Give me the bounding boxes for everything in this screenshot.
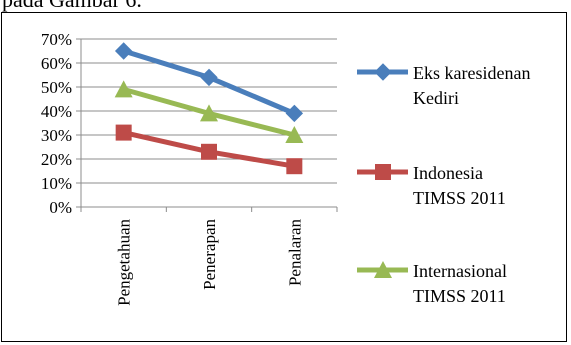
series-lines (114, 42, 304, 175)
data-point (114, 80, 133, 98)
y-tick-label: 40% (41, 102, 72, 121)
series-2 (115, 124, 303, 175)
axes (76, 38, 338, 212)
data-point (200, 104, 218, 122)
legend: Eks karesidenan Kediri Indonesia TIMSS 2011… (357, 63, 530, 306)
x-tick-label: Penalaran (285, 219, 304, 287)
legend-entry-2: Indonesia TIMSS 2011 (357, 163, 506, 208)
legend-label: TIMSS 2011 (413, 188, 506, 208)
legend-label: Eks karesidenan (413, 63, 530, 83)
y-tick-label: 20% (41, 150, 72, 169)
data-point (200, 68, 218, 87)
y-axis-tick-labels: 0% 10% 20% 30% 40% 50% 60% 70% (41, 30, 72, 217)
y-tick-label: 70% (41, 30, 72, 49)
legend-label: Indonesia (413, 163, 483, 183)
x-tick-label: Penerapan (200, 219, 219, 290)
y-tick-label: 10% (41, 174, 72, 193)
data-point (201, 143, 217, 160)
data-point (285, 104, 304, 123)
x-tick-label: Pengetahuan (115, 219, 134, 306)
data-point (285, 126, 304, 143)
legend-marker (375, 164, 391, 180)
legend-marker (374, 63, 392, 81)
data-point (114, 42, 133, 60)
chart-frame (1, 12, 567, 342)
data-point (286, 158, 303, 175)
y-tick-label: 0% (49, 198, 72, 217)
figure-caption-fragment: pada Gambar 6. (2, 0, 142, 13)
series-1 (114, 42, 304, 123)
y-tick-label: 60% (41, 54, 72, 73)
legend-label: TIMSS 2011 (413, 286, 506, 306)
legend-label: Internasional (413, 261, 507, 281)
legend-label: Kediri (413, 88, 459, 108)
legend-marker (374, 261, 392, 278)
series-3 (114, 80, 304, 143)
y-tick-label: 30% (41, 126, 72, 145)
legend-entry-1: Eks karesidenan Kediri (357, 63, 530, 108)
legend-entry-3: Internasional TIMSS 2011 (357, 261, 507, 306)
x-axis-tick-labels: Pengetahuan Penerapan Penalaran (115, 219, 305, 306)
data-point (115, 124, 132, 141)
y-tick-label: 50% (41, 78, 72, 97)
